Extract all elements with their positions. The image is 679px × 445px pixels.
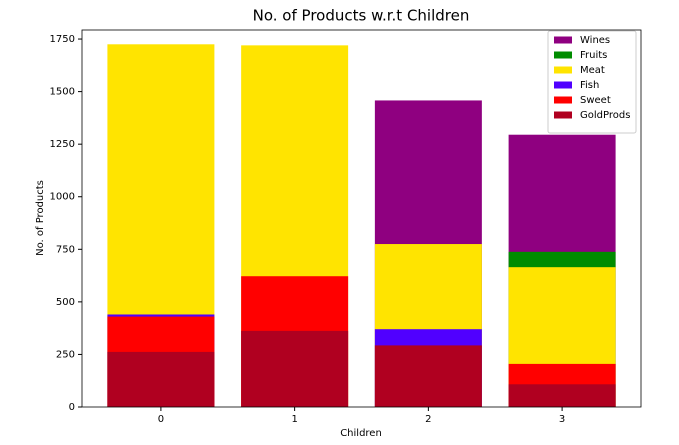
legend-label: Wines — [580, 35, 610, 46]
legend-label: GoldProds — [580, 110, 630, 121]
y-tick-label: 0 — [69, 402, 75, 413]
y-tick-label: 1000 — [50, 192, 75, 203]
y-tick-label: 500 — [56, 297, 75, 308]
legend-swatch — [554, 111, 572, 119]
x-axis-label: Children — [340, 428, 382, 439]
chart-title: No. of Products w.r.t Children — [253, 7, 470, 25]
y-tick-label: 250 — [56, 349, 75, 360]
y-tick-label: 750 — [56, 244, 75, 255]
x-tick-label: 2 — [425, 414, 431, 425]
bar — [241, 330, 349, 407]
legend-swatch — [554, 36, 572, 44]
plot-frame — [81, 29, 642, 408]
bar — [508, 384, 616, 407]
x-tick-label: 0 — [158, 414, 164, 425]
legend-label: Sweet — [580, 95, 611, 106]
legend-swatch — [554, 81, 572, 89]
y-tick-label: 1250 — [50, 139, 75, 150]
x-tick-label: 3 — [559, 414, 565, 425]
legend-swatch — [554, 96, 572, 104]
bar — [374, 345, 482, 407]
legend-label: Meat — [580, 65, 605, 76]
bar — [107, 351, 215, 407]
legend-swatch — [554, 51, 572, 59]
legend-swatch — [554, 66, 572, 74]
legend: Wines Fruits Meat Fish Sweet GoldProds — [547, 30, 637, 134]
y-axis-label: No. of Products — [35, 180, 46, 256]
y-tick-label: 1750 — [50, 34, 75, 45]
legend-label: Fish — [580, 80, 599, 91]
legend-label: Fruits — [580, 50, 607, 61]
y-tick-label: 1500 — [50, 87, 75, 98]
x-tick-label: 1 — [291, 414, 297, 425]
